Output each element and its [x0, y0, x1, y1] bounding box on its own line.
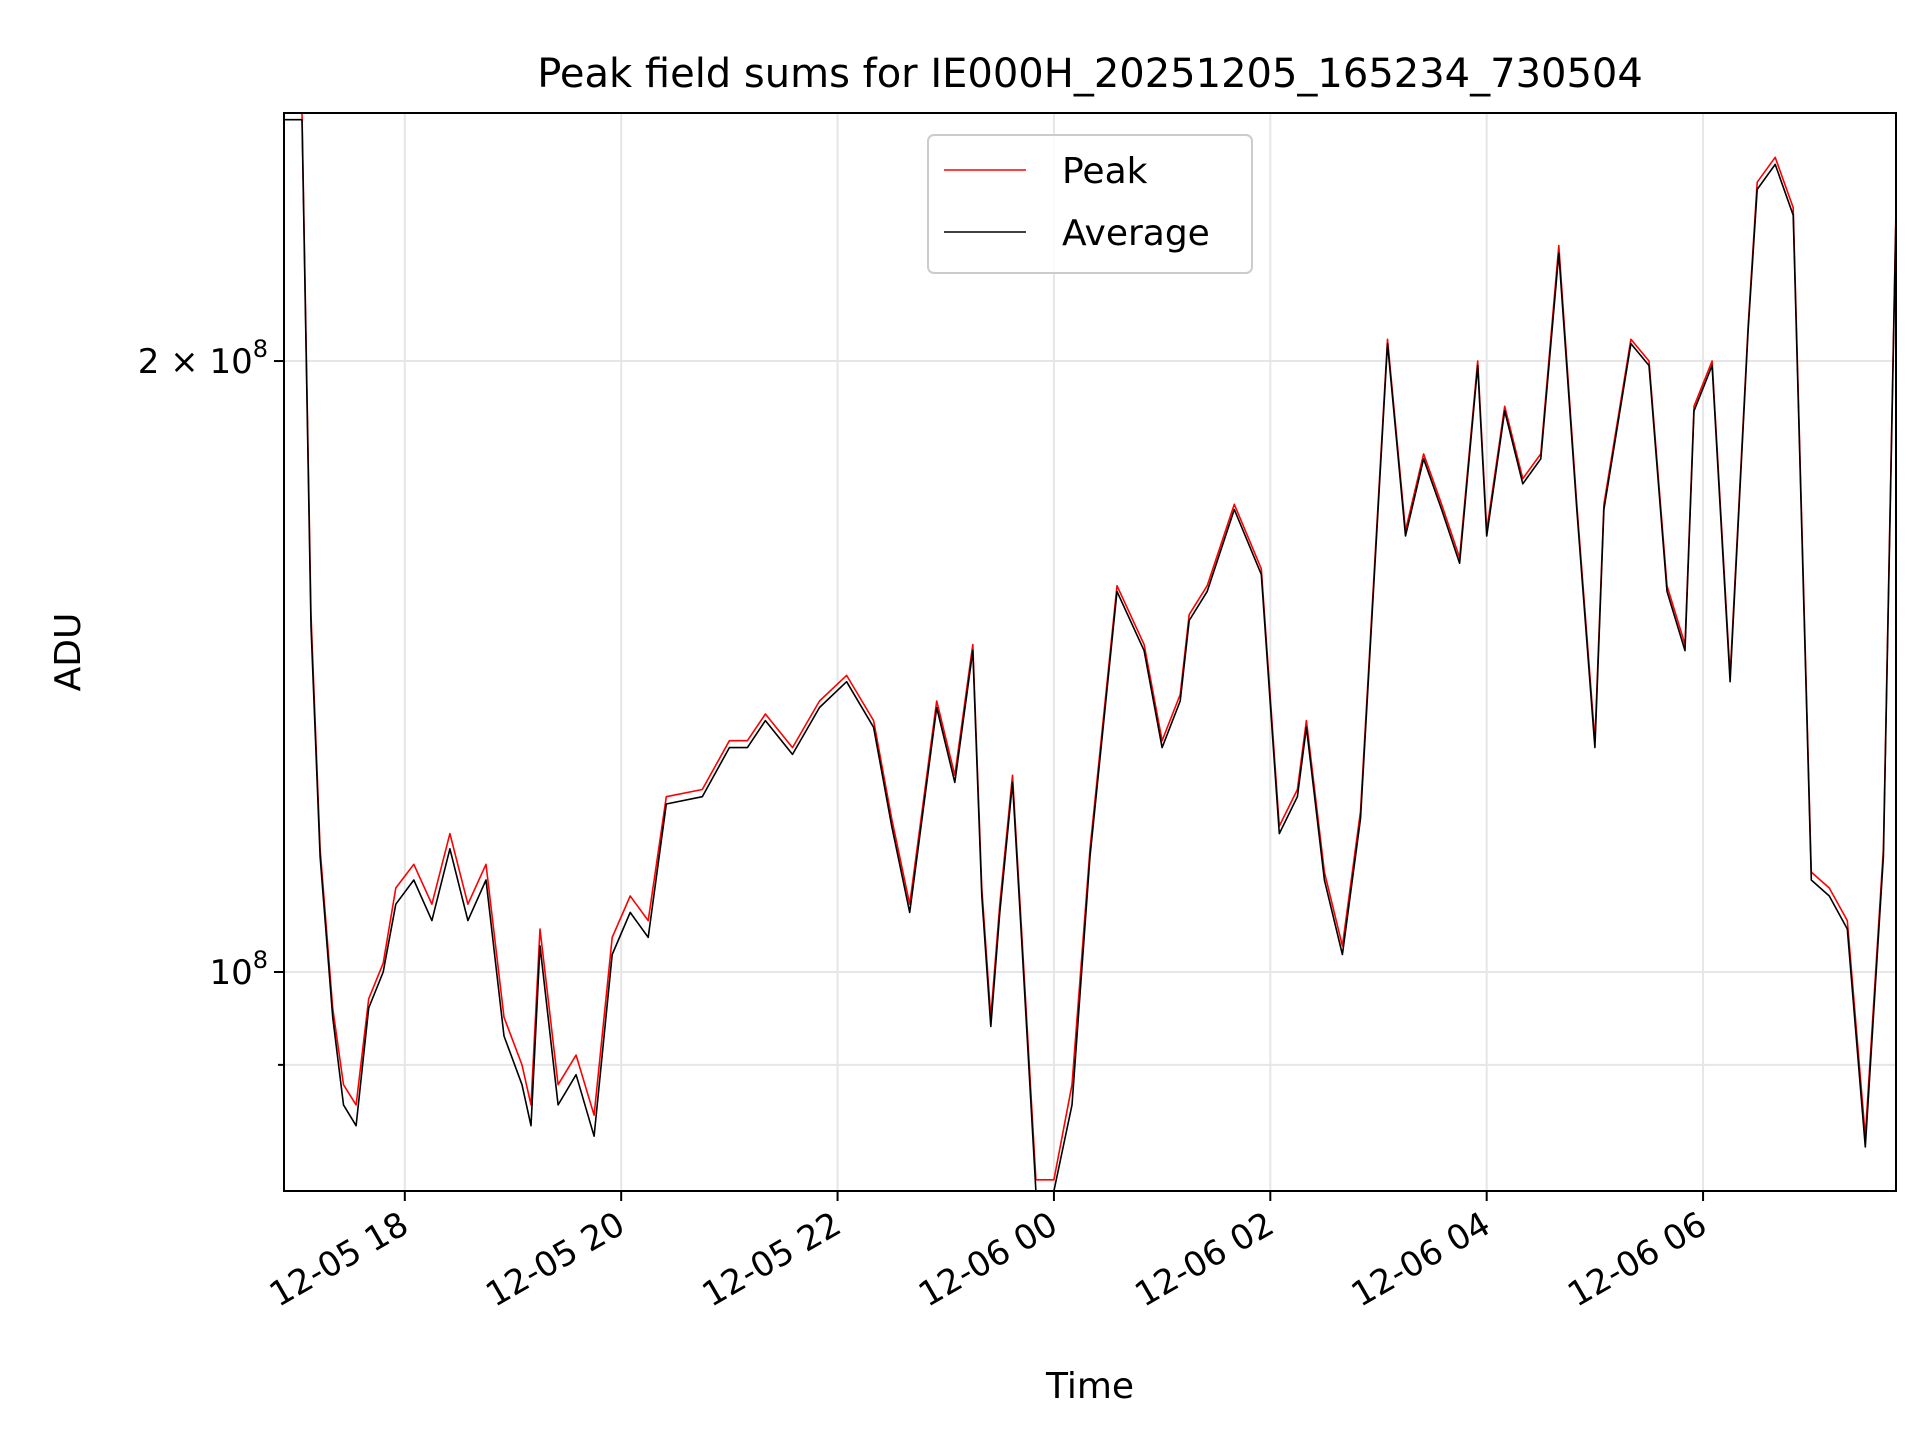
series-lines — [284, 113, 1896, 1191]
y-tick-label: 2 × 108 — [138, 335, 268, 382]
legend-label-peak: Peak — [1062, 151, 1148, 192]
y-axis-ticks: 108 2 × 108 — [138, 335, 284, 1066]
y-axis-label: ADU — [48, 613, 89, 692]
series-line-average — [284, 118, 1896, 1191]
grid — [284, 113, 1896, 1191]
legend-label-average: Average — [1062, 213, 1210, 254]
legend: Peak Average — [927, 134, 1253, 274]
series-line-peak — [284, 113, 1896, 1181]
y-tick-label: 108 — [209, 946, 268, 993]
plot-frame — [283, 112, 1897, 1192]
chart-title: Peak field sums for IE000H_20251205_1652… — [537, 51, 1643, 97]
x-axis-label: Time — [1045, 1366, 1134, 1407]
